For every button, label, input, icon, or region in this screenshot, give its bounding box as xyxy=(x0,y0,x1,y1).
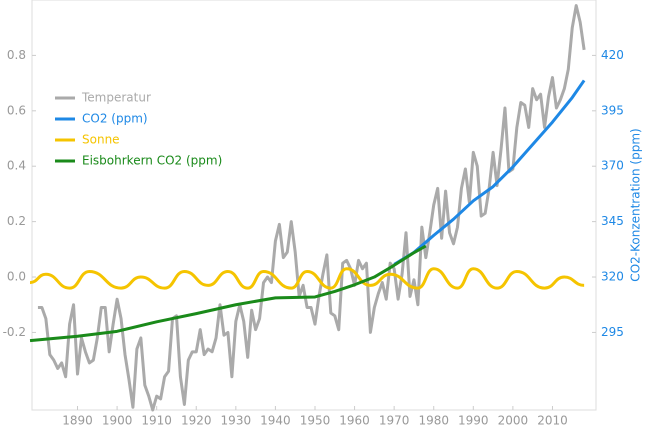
legend-label: Eisbohrkern CO2 (ppm) xyxy=(82,154,222,168)
series-line xyxy=(29,267,585,290)
y-tick-label: 0.6 xyxy=(7,103,26,117)
legend-label: Temperatur xyxy=(81,91,151,105)
y2-tick-label: 320 xyxy=(601,270,624,284)
series-line xyxy=(393,79,586,266)
y2-tick-label: 395 xyxy=(601,103,624,117)
y-tick-label: 0.4 xyxy=(7,159,26,173)
x-tick-label: 1960 xyxy=(339,414,370,428)
series-line xyxy=(37,4,586,412)
x-tick-label: 1950 xyxy=(300,414,331,428)
x-tick-label: 1900 xyxy=(102,414,133,428)
x-tick-label: 1990 xyxy=(458,414,489,428)
y2-tick-label: 345 xyxy=(601,214,624,228)
y-tick-label: 0.8 xyxy=(7,48,26,62)
y-tick-label: -0.2 xyxy=(3,325,26,339)
x-tick-label: 2010 xyxy=(537,414,568,428)
y2-tick-label: 420 xyxy=(601,48,624,62)
x-tick-label: 1940 xyxy=(260,414,291,428)
x-tick-label: 2000 xyxy=(498,414,529,428)
legend-label: Sonne xyxy=(82,133,120,147)
legend-label: CO2 (ppm) xyxy=(82,112,148,126)
x-tick-label: 1970 xyxy=(379,414,410,428)
x-tick-label: 1890 xyxy=(62,414,93,428)
y2-tick-label: 370 xyxy=(601,159,624,173)
y2-tick-label: 295 xyxy=(601,325,624,339)
y-tick-label: 0.0 xyxy=(7,270,26,284)
plot-frame xyxy=(31,0,597,411)
series-line xyxy=(29,244,427,343)
x-tick-label: 1910 xyxy=(141,414,172,428)
x-tick-label: 1930 xyxy=(221,414,252,428)
y2-axis-label: CO2-Konzentration (ppm) xyxy=(629,128,643,281)
x-tick-label: 1920 xyxy=(181,414,212,428)
x-tick-label: 1980 xyxy=(418,414,449,428)
y-tick-label: 0.2 xyxy=(7,214,26,228)
